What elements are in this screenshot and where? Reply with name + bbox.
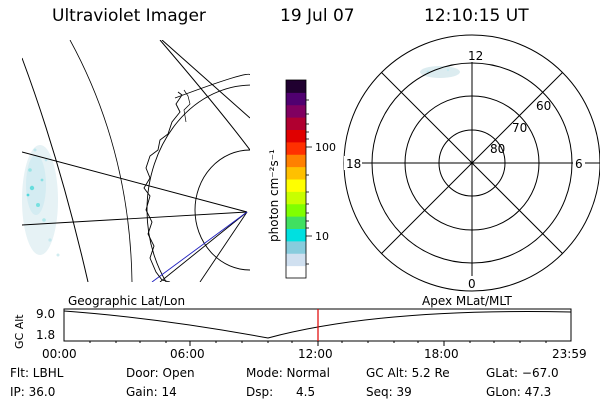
xtick-2359: 23:59 bbox=[552, 347, 587, 361]
colorbar-band bbox=[286, 191, 306, 205]
colorbar-band bbox=[286, 240, 306, 254]
colorbar-band bbox=[286, 203, 306, 217]
geographic-map bbox=[22, 40, 250, 282]
glon-value: GLon: 47.3 bbox=[486, 385, 552, 399]
dsp-value: 4.5 bbox=[296, 385, 316, 399]
colorbar-ticks bbox=[306, 99, 312, 265]
colorbar-band bbox=[286, 129, 306, 143]
colorbar-band bbox=[286, 228, 306, 242]
door-status: Door: Open bbox=[126, 366, 195, 380]
apex-title: Apex MLat/MLT bbox=[422, 294, 512, 308]
colorbar-tick-100: 100 bbox=[315, 141, 336, 154]
date-label: 19 Jul 07 bbox=[280, 6, 355, 26]
colorbar-band bbox=[286, 179, 306, 192]
aurora-emission-left bbox=[22, 145, 60, 257]
colorbar-band bbox=[286, 92, 306, 106]
timeline-ytick-bottom: 1.8 bbox=[36, 328, 55, 342]
orbit-timeline bbox=[63, 308, 572, 346]
colorbar-band bbox=[286, 166, 306, 180]
lat-label-80: 80 bbox=[490, 142, 505, 156]
filter-value: Flt: LBHL bbox=[10, 366, 64, 380]
colorbar-band bbox=[286, 154, 306, 168]
mlt-label-18: 18 bbox=[346, 157, 361, 171]
time-label: 12:10:15 UT bbox=[424, 6, 529, 26]
dsp-label: Dsp: bbox=[246, 385, 274, 399]
colorbar-band bbox=[286, 216, 306, 229]
app-title: Ultraviolet Imager bbox=[52, 6, 206, 26]
seq-value: Seq: 39 bbox=[366, 385, 412, 399]
gc-alt-value: GC Alt: 5.2 Re bbox=[366, 366, 450, 380]
xtick-0600: 06:00 bbox=[170, 347, 205, 361]
colorbar-band bbox=[286, 141, 306, 155]
ip-value: IP: 36.0 bbox=[10, 385, 56, 399]
xtick-1800: 18:00 bbox=[424, 347, 459, 361]
colorbar-band bbox=[286, 80, 306, 93]
colorbar bbox=[286, 80, 306, 279]
colorbar-band bbox=[286, 104, 306, 118]
colorbar-unit-label: photon cm⁻²s⁻¹ bbox=[267, 149, 281, 242]
lat-label-70: 70 bbox=[512, 121, 527, 135]
colorbar-band bbox=[286, 117, 306, 130]
polar-plot bbox=[343, 34, 600, 292]
mode-value: Mode: Normal bbox=[246, 366, 330, 380]
glat-value: GLat: −67.0 bbox=[486, 366, 559, 380]
colorbar-band bbox=[286, 253, 306, 267]
mlt-label-6: 6 bbox=[575, 157, 583, 171]
colorbar-band bbox=[286, 265, 306, 279]
mlt-label-0: 0 bbox=[468, 277, 476, 291]
timeline-ylabel: GC Alt bbox=[13, 314, 26, 349]
colorbar-tick-10: 10 bbox=[315, 230, 329, 243]
gain-value: Gain: 14 bbox=[126, 385, 177, 399]
aurora-emission-polar bbox=[420, 66, 460, 78]
geographic-title: Geographic Lat/Lon bbox=[68, 294, 185, 308]
mlt-label-12: 12 bbox=[468, 49, 483, 63]
timeline-ytick-top: 9.0 bbox=[36, 307, 55, 321]
lat-label-60: 60 bbox=[536, 99, 551, 113]
xtick-1200: 12:00 bbox=[298, 347, 333, 361]
xtick-0000: 00:00 bbox=[42, 347, 77, 361]
